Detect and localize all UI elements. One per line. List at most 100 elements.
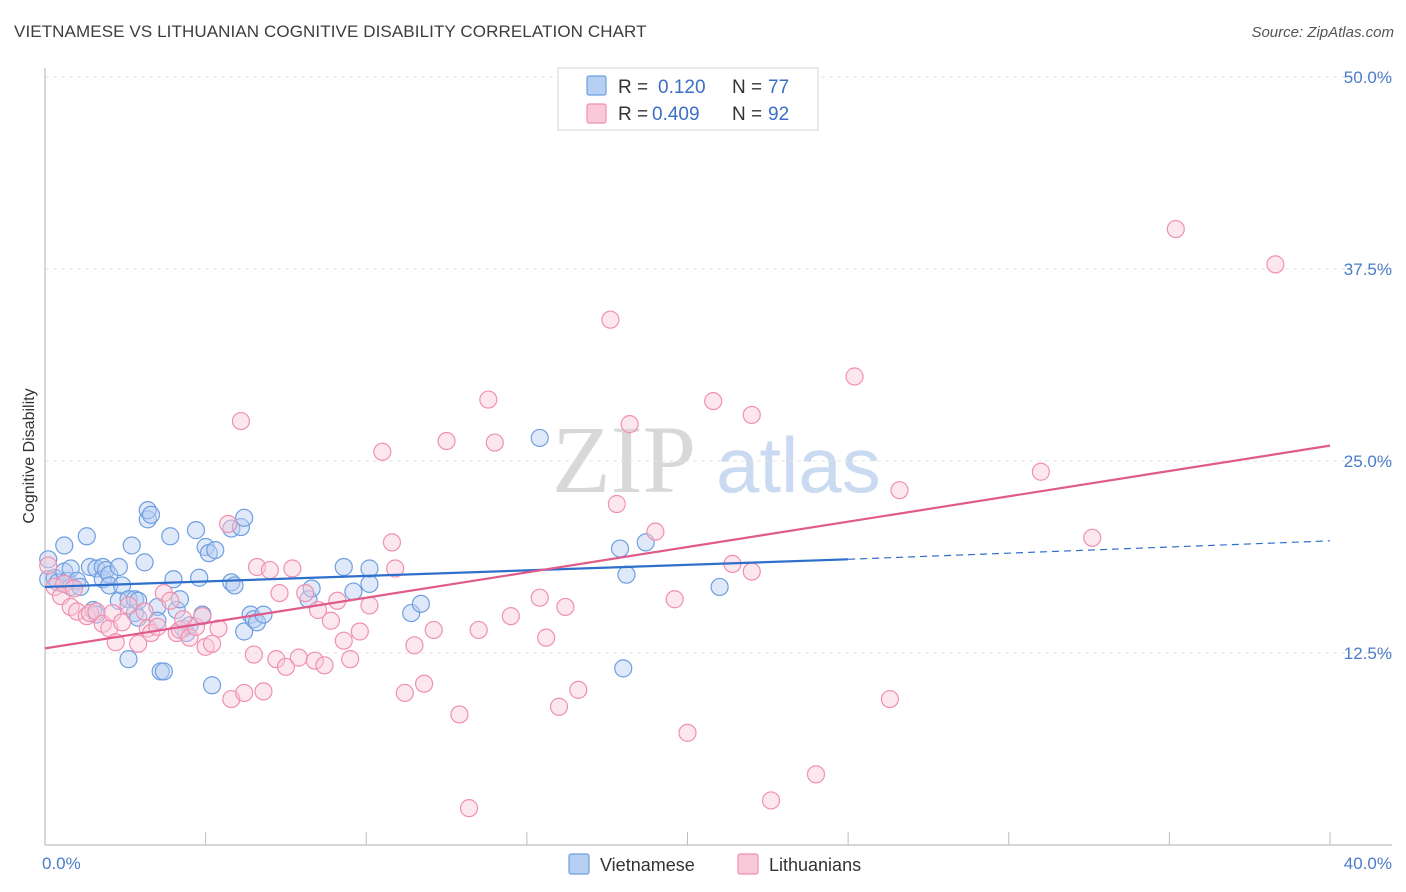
data-point-vietnamese xyxy=(77,527,96,546)
data-point-vietnamese xyxy=(154,662,173,681)
y-tick-labels: 12.5% 25.0% 37.5% 50.0% xyxy=(1344,68,1392,663)
data-point-vietnamese xyxy=(411,594,430,613)
data-point-vietnamese xyxy=(614,659,633,678)
data-point-lithuanians xyxy=(305,651,324,670)
data-point-lithuanians xyxy=(530,588,549,607)
data-point-lithuanians xyxy=(360,596,379,615)
data-point-lithuanians xyxy=(556,597,575,617)
data-point-vietnamese xyxy=(360,574,379,593)
data-point-vietnamese xyxy=(530,428,549,448)
series-lithuanians-points xyxy=(39,219,1285,818)
data-point-lithuanians xyxy=(341,650,360,669)
data-point-vietnamese xyxy=(119,650,138,669)
data-point-lithuanians xyxy=(283,559,302,578)
data-point-lithuanians xyxy=(607,494,626,514)
bottom-legend-swatch-lithuanians xyxy=(737,853,759,875)
data-point-lithuanians xyxy=(202,634,222,653)
data-point-lithuanians xyxy=(103,603,122,623)
data-point-lithuanians xyxy=(742,405,761,425)
data-point-lithuanians xyxy=(260,560,279,580)
data-point-lithuanians xyxy=(80,603,100,623)
data-point-vietnamese xyxy=(344,582,363,601)
data-point-lithuanians xyxy=(405,636,424,655)
data-point-vietnamese xyxy=(190,568,209,587)
data-point-lithuanians xyxy=(276,657,296,676)
data-point-lithuanians xyxy=(424,620,443,640)
data-point-lithuanians xyxy=(235,683,254,703)
legend-n-label-vietnamese: N = xyxy=(732,77,762,98)
chart-title: VIETNAMESE VS LITHUANIAN COGNITIVE DISAB… xyxy=(14,22,647,41)
data-point-lithuanians xyxy=(761,791,781,810)
data-point-lithuanians xyxy=(119,596,138,615)
data-point-lithuanians xyxy=(845,367,864,386)
data-point-lithuanians xyxy=(459,799,479,818)
data-point-lithuanians xyxy=(646,522,665,541)
series-vietnamese-points xyxy=(39,428,729,695)
legend-n-label-lithuanians: N = xyxy=(732,104,762,125)
data-point-lithuanians xyxy=(254,682,273,701)
data-point-lithuanians xyxy=(620,415,639,434)
data-point-lithuanians xyxy=(665,590,684,609)
data-point-vietnamese xyxy=(100,565,119,584)
data-point-vietnamese xyxy=(617,565,636,584)
data-point-vietnamese xyxy=(186,521,206,540)
legend-n-value-lithuanians: 92 xyxy=(768,104,789,125)
data-point-lithuanians xyxy=(601,310,620,329)
data-point-lithuanians xyxy=(129,634,148,653)
data-point-lithuanians xyxy=(180,628,199,647)
legend-swatch-vietnamese xyxy=(586,75,607,96)
data-point-lithuanians xyxy=(1031,462,1050,481)
data-point-lithuanians xyxy=(501,607,520,626)
trendline-extension-vietnamese xyxy=(848,540,1331,560)
data-point-lithuanians xyxy=(479,390,498,409)
data-point-vietnamese xyxy=(235,508,254,527)
data-point-vietnamese xyxy=(302,579,321,598)
data-point-lithuanians xyxy=(135,602,154,621)
data-point-vietnamese xyxy=(235,622,254,641)
data-point-lithuanians xyxy=(61,597,80,617)
bottom-legend-label-vietnamese: Vietnamese xyxy=(600,855,695,875)
data-point-lithuanians xyxy=(386,559,405,578)
data-point-vietnamese xyxy=(39,550,58,569)
data-point-lithuanians xyxy=(112,613,132,632)
data-point-lithuanians xyxy=(1166,219,1185,239)
data-point-lithuanians xyxy=(350,622,369,641)
data-point-lithuanians xyxy=(64,579,84,598)
legend-r-label-vietnamese: R = xyxy=(618,77,648,98)
data-point-vietnamese xyxy=(710,577,729,597)
data-point-lithuanians xyxy=(469,620,488,640)
data-point-lithuanians xyxy=(569,680,588,699)
trendline-vietnamese xyxy=(44,558,849,589)
watermark-zip: ZIP xyxy=(552,406,696,513)
x-tick-label-max: 40.0% xyxy=(1344,854,1392,873)
data-point-lithuanians xyxy=(704,391,723,411)
data-point-lithuanians xyxy=(549,697,569,716)
watermark-atlas: atlas xyxy=(716,421,881,509)
data-point-lithuanians xyxy=(55,574,74,593)
legend-swatch-lithuanians xyxy=(586,103,607,124)
data-point-lithuanians xyxy=(289,648,308,667)
watermark: ZIP atlas xyxy=(552,406,881,513)
data-point-lithuanians xyxy=(742,562,761,581)
bottom-legend-swatch-vietnamese xyxy=(568,853,590,875)
data-point-vietnamese xyxy=(334,557,353,577)
data-point-vietnamese xyxy=(141,505,161,524)
data-point-lithuanians xyxy=(450,705,469,724)
data-point-lithuanians xyxy=(806,765,826,784)
data-point-lithuanians xyxy=(1266,255,1285,274)
data-point-lithuanians xyxy=(880,689,899,709)
data-point-vietnamese xyxy=(109,557,128,577)
data-point-lithuanians xyxy=(382,533,402,552)
data-point-vietnamese xyxy=(55,536,74,555)
x-tick-label-min: 0.0% xyxy=(42,854,81,873)
data-point-lithuanians xyxy=(219,514,238,534)
legend-n-value-vietnamese: 77 xyxy=(768,77,789,98)
y-tick-label: 50.0% xyxy=(1344,68,1392,87)
y-axis-label: Cognitive Disability xyxy=(21,388,38,523)
data-point-lithuanians xyxy=(39,556,58,575)
data-point-lithuanians xyxy=(231,411,251,431)
legend-r-value-lithuanians: 0.409 xyxy=(652,104,700,125)
data-point-lithuanians xyxy=(334,631,353,650)
gridlines xyxy=(45,76,1392,654)
